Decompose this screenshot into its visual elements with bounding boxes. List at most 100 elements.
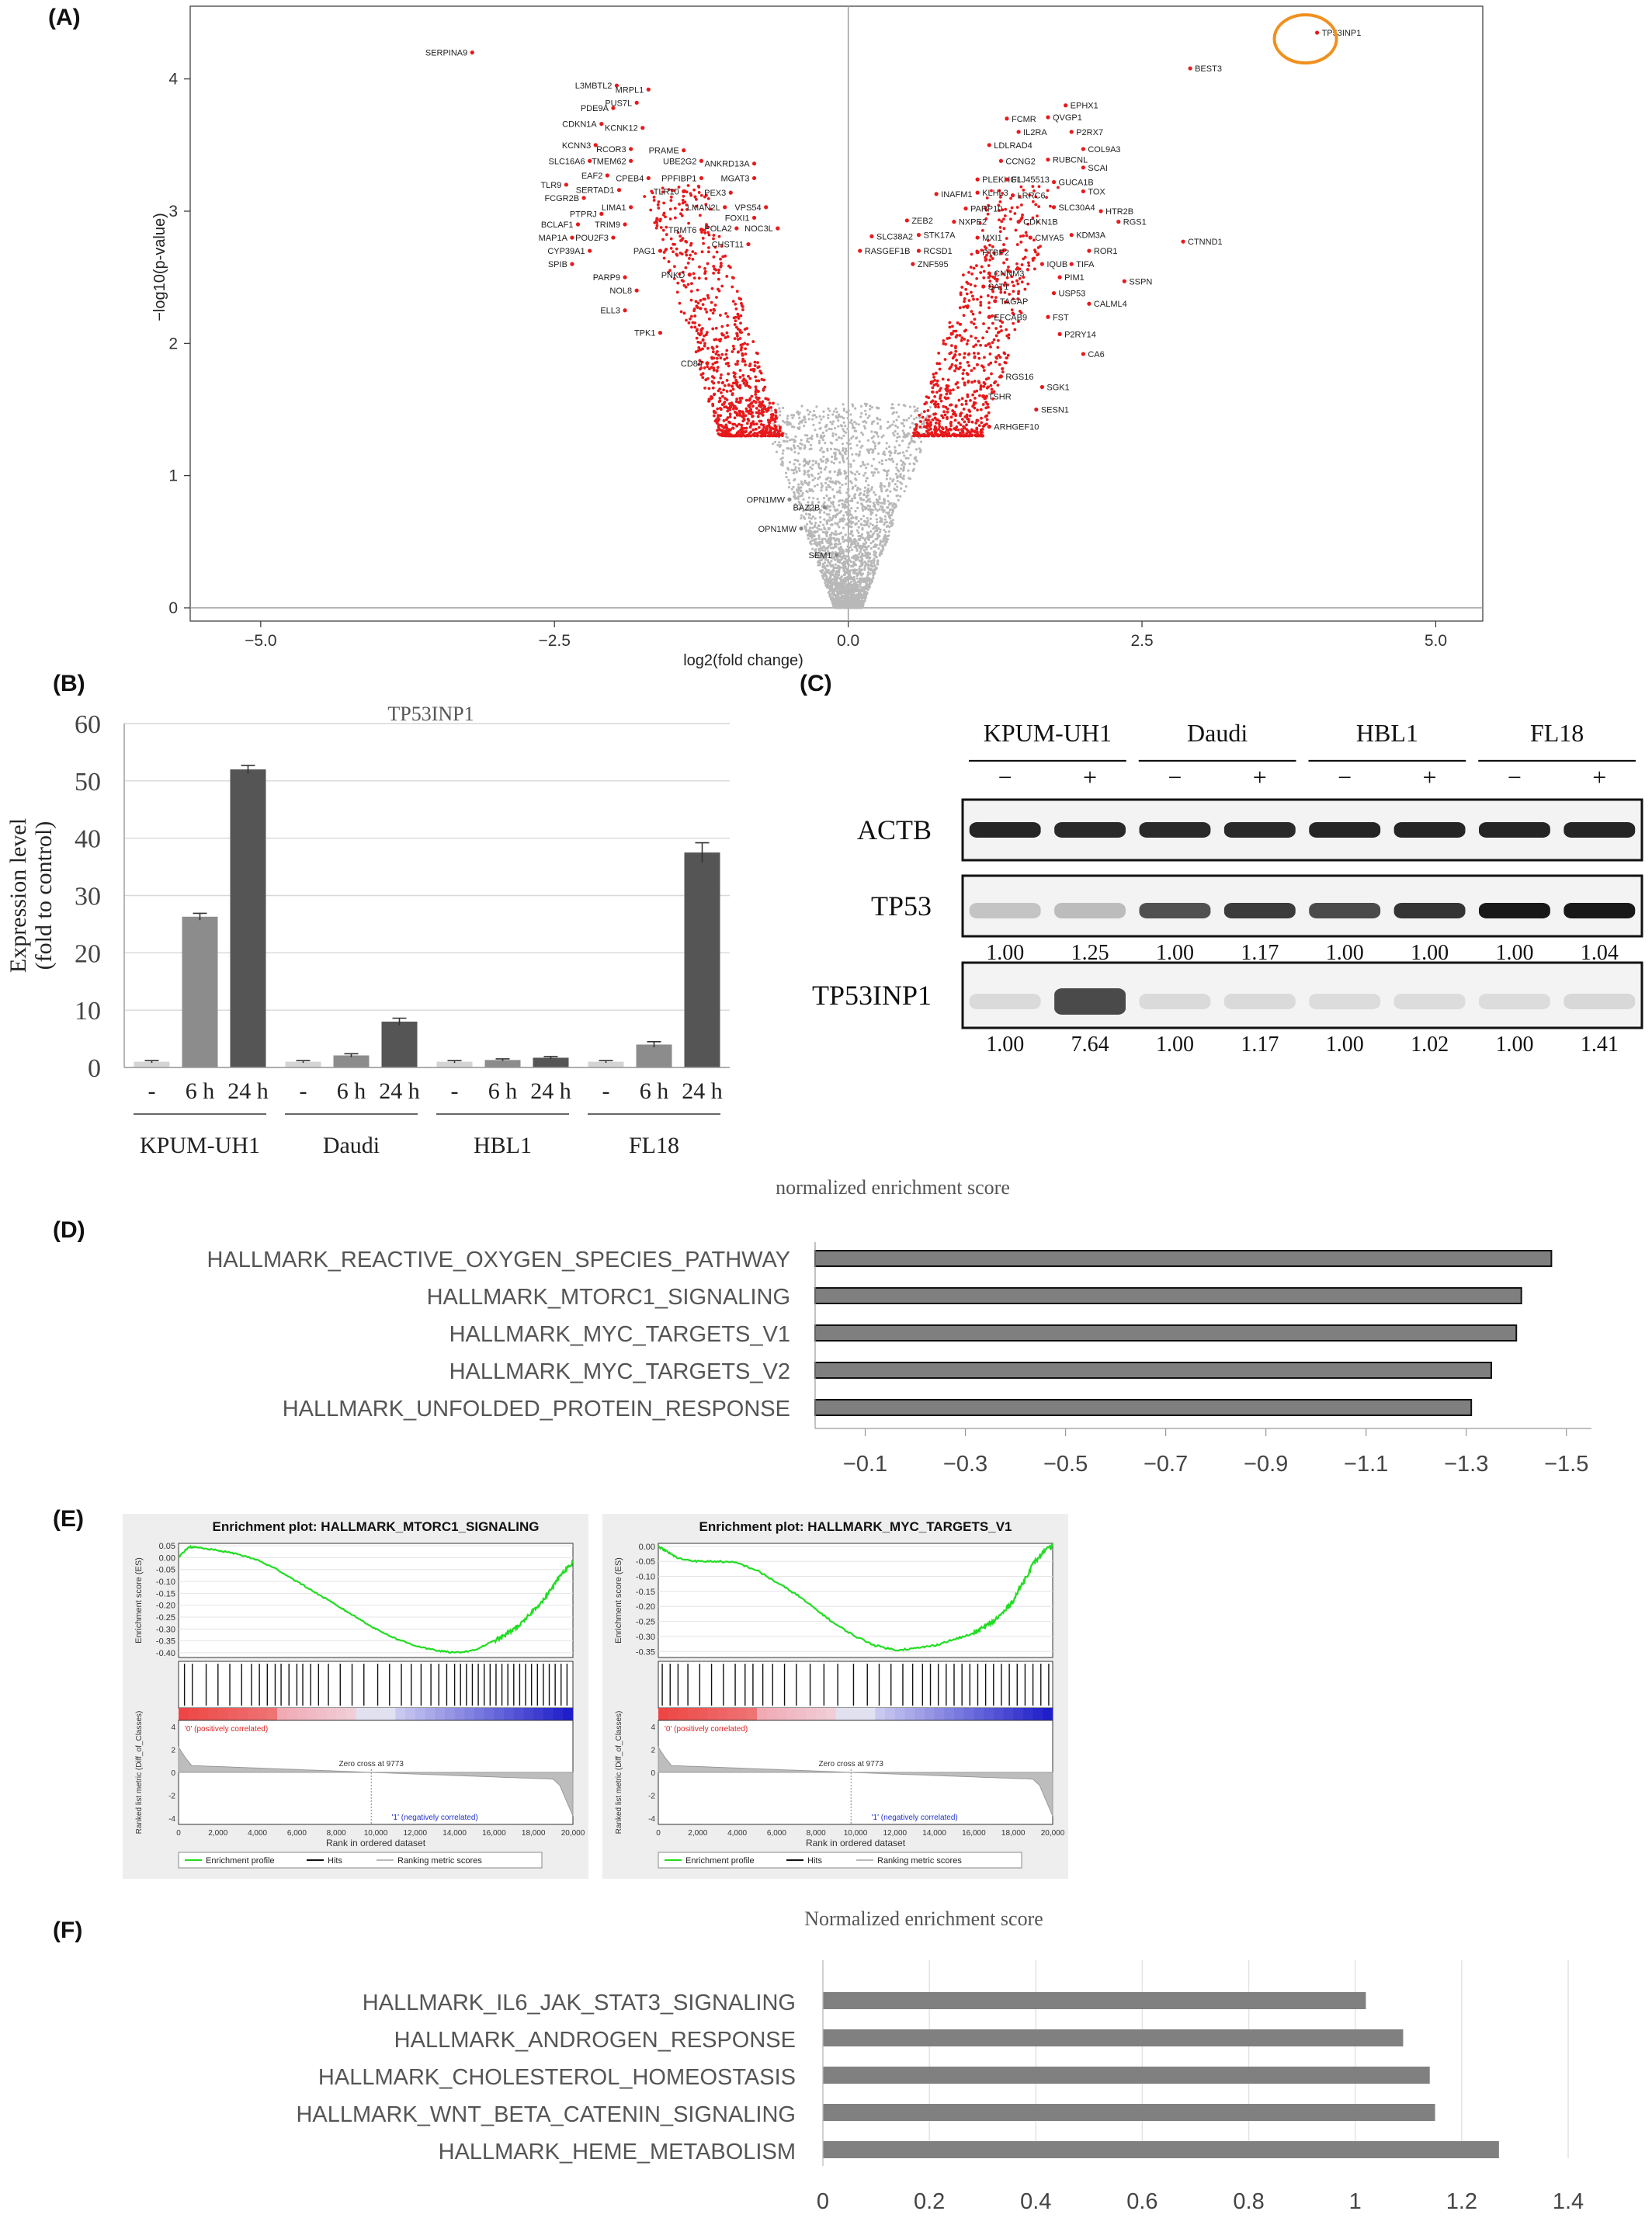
point-sig <box>724 311 727 315</box>
gene-label: BAZ2B <box>793 504 821 513</box>
point-nonsig <box>858 537 862 540</box>
labeled-point <box>1051 205 1057 210</box>
labeled-point <box>629 205 633 210</box>
point-nonsig <box>842 595 845 599</box>
blot-band <box>1393 822 1466 838</box>
point-sig <box>724 405 728 409</box>
point-nonsig <box>858 440 861 443</box>
point-nonsig <box>903 490 906 493</box>
point-sig <box>692 276 696 279</box>
gene-label: CMYA5 <box>1035 234 1064 243</box>
point-nonsig <box>816 556 819 559</box>
point-nonsig <box>821 548 824 551</box>
point-nonsig <box>911 422 914 425</box>
y-tick-label: 20 <box>75 939 101 968</box>
gene-label: PPFIBP1 <box>661 174 696 183</box>
point-nonsig <box>807 475 810 478</box>
point-sig <box>1032 238 1036 242</box>
y-tick-label: 4 <box>168 71 178 89</box>
y-tick-label: 2 <box>168 335 178 352</box>
point-sig <box>968 414 972 418</box>
y-tick-label: 10 <box>75 997 101 1026</box>
point-nonsig <box>790 488 793 491</box>
point-sig <box>957 367 960 371</box>
labeled-point <box>623 308 627 313</box>
point-sig <box>964 402 968 406</box>
point-nonsig <box>875 526 878 529</box>
point-nonsig <box>834 515 838 519</box>
point-sig <box>928 421 932 425</box>
point-nonsig <box>856 444 859 447</box>
point-nonsig <box>820 489 823 492</box>
point-sig <box>689 253 692 257</box>
point-nonsig <box>900 459 903 462</box>
point-nonsig <box>838 567 841 570</box>
point-nonsig <box>871 421 874 424</box>
point-sig <box>984 255 987 259</box>
point-sig <box>1012 312 1015 316</box>
point-sig <box>687 221 690 225</box>
point-nonsig <box>859 492 862 495</box>
point-sig <box>719 423 723 427</box>
point-nonsig <box>893 434 896 437</box>
point-sig <box>720 403 724 407</box>
point-sig <box>1001 208 1005 212</box>
point-nonsig <box>846 603 849 606</box>
point-nonsig <box>878 508 881 511</box>
point-nonsig <box>824 549 827 552</box>
group-label: HBL1 <box>474 1133 532 1158</box>
point-sig <box>725 356 729 360</box>
point-sig <box>753 364 757 367</box>
point-sig <box>980 228 984 232</box>
point-nonsig <box>859 517 862 521</box>
point-sig <box>996 331 1000 335</box>
point-nonsig <box>803 473 806 476</box>
point-nonsig <box>790 438 793 441</box>
y-tick-label: 60 <box>75 710 101 739</box>
gene-label: CDKN1B <box>1023 218 1058 227</box>
point-nonsig <box>806 408 809 412</box>
point-nonsig <box>838 504 841 507</box>
point-nonsig <box>834 558 837 561</box>
point-sig <box>678 234 682 238</box>
point-sig <box>954 434 958 438</box>
point-nonsig <box>807 440 810 443</box>
point-nonsig <box>849 592 852 595</box>
point-nonsig <box>828 485 831 488</box>
point-sig <box>945 392 949 396</box>
point-nonsig <box>864 471 867 474</box>
point-sig <box>741 308 744 311</box>
point-sig <box>960 397 964 401</box>
point-nonsig <box>872 450 875 453</box>
point-sig <box>967 282 970 286</box>
point-sig <box>740 423 744 427</box>
labeled-point <box>640 126 645 130</box>
point-nonsig <box>869 408 872 411</box>
point-nonsig <box>845 442 849 445</box>
point-nonsig <box>911 440 914 443</box>
point-nonsig <box>826 449 829 452</box>
labeled-point <box>1116 220 1121 224</box>
band-quant: 1.00 <box>1326 941 1364 965</box>
point-nonsig <box>872 569 875 572</box>
point-sig <box>702 241 705 245</box>
rank-tick-label: 0 <box>176 1829 181 1838</box>
lane-group-label: HBL1 <box>1356 719 1418 747</box>
rank-gradient-cell <box>816 1708 827 1720</box>
category-label: 24 h <box>227 1078 269 1104</box>
point-sig <box>697 323 701 327</box>
blot-row-label: TP53INP1 <box>812 980 932 1011</box>
point-nonsig <box>828 533 832 536</box>
point-sig <box>991 314 994 318</box>
gene-label: KCNN3 <box>562 141 591 151</box>
point-nonsig <box>846 488 849 491</box>
point-nonsig <box>808 410 812 414</box>
point-nonsig <box>858 568 861 571</box>
point-sig <box>970 294 974 298</box>
point-nonsig <box>864 594 867 597</box>
point-sig <box>729 428 732 432</box>
point-sig <box>999 249 1002 253</box>
point-nonsig <box>831 599 834 602</box>
point-nonsig <box>813 526 816 529</box>
point-nonsig <box>786 417 789 420</box>
